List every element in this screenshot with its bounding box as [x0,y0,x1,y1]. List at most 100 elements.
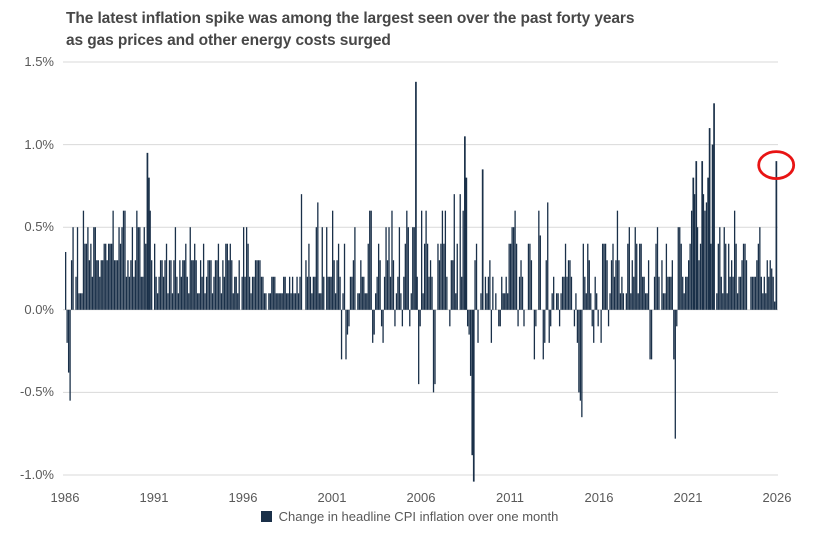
cpi-bar [607,309,610,327]
cpi-bar [286,293,288,310]
cpi-bar [369,210,371,310]
cpi-bar [751,276,754,310]
cpi-bar [372,309,374,343]
cpi-bar [131,227,134,310]
cpi-bar [728,243,730,310]
cpi-bar [398,227,401,310]
cpi-bar [759,227,761,310]
cpi-bar [425,210,427,310]
cpi-bar [317,202,319,310]
cpi-bar [312,276,315,310]
cpi-bar [486,293,488,310]
cpi-bar [345,309,347,360]
cpi-bar [72,227,74,310]
cpi-bar [763,276,765,310]
cpi-bar [87,227,89,310]
cpi-bar [726,293,728,310]
cpi-bar [655,243,657,310]
cpi-bar [234,276,236,310]
cpi-bar [140,276,142,310]
cpi-bar [162,276,165,310]
cpi-bar [321,227,323,310]
cpi-bar [180,276,182,310]
cpi-bar [357,293,359,310]
cpi-bar [91,276,93,310]
cpi-bar [692,177,695,310]
cpi-bar [159,260,162,310]
cpi-bar [423,243,426,310]
cpi-bar [512,227,515,310]
cpi-bar [679,227,681,310]
cpi-bar [466,309,469,327]
cpi-bar [170,260,172,310]
cpi-bar [401,309,404,327]
cpi-bar [455,293,457,310]
chart-title-line1: The latest inflation spike was among the… [66,10,635,27]
cpi-bar [431,276,433,310]
cpi-bar [656,227,659,310]
cpi-bar [232,293,234,310]
cpi-bar [272,276,274,310]
cpi-bar [628,227,630,310]
cpi-bar [96,260,98,310]
cpi-bar [570,276,573,310]
cpi-bar [754,276,757,310]
cpi-bar [110,243,113,310]
cpi-bar [696,227,699,310]
cpi-bar [383,276,386,310]
cpi-bar [226,243,228,310]
cpi-bar [729,276,731,310]
cpi-bar [94,227,96,310]
cpi-bar [619,293,622,310]
cpi-bar [109,243,111,310]
cpi-bar [558,309,561,327]
cpi-bar [241,276,243,310]
cpi-bar [119,243,122,310]
cpi-bar [407,227,409,310]
legend-label: Change in headline CPI inflation over on… [278,509,559,524]
cpi-bar [268,293,270,310]
cpi-bar [555,293,558,310]
cpi-bar [618,260,620,310]
cpi-bar [237,293,239,310]
cpi-bar [438,260,441,310]
cpi-bar [637,293,639,310]
cpi-bar [766,260,768,310]
cpi-bar [158,276,160,310]
cpi-bar [705,202,708,310]
cpi-bar [511,227,513,310]
cpi-bar [195,260,197,310]
cpi-bar [579,309,582,401]
cpi-bar [283,276,285,310]
cpi-bar [385,227,387,310]
cpi-bar [456,243,458,310]
cpi-bar [293,293,295,310]
cpi-bar [449,309,451,327]
cpi-bar [145,243,147,310]
cpi-bar [151,260,153,310]
cpi-bar [201,276,203,310]
cpi-bar [450,260,452,310]
cpi-bar [768,276,770,310]
cpi-bar [578,309,580,393]
cpi-bar [739,276,742,310]
cpi-bar [590,293,592,310]
cpi-bar [85,243,88,310]
cpi-bar [426,243,429,310]
cpi-bar [320,293,322,310]
cpi-bar [198,293,200,310]
cpi-bar [199,260,202,310]
cpi-bar [461,276,463,310]
cpi-bar [403,276,405,310]
cpi-bar [188,293,190,310]
cpi-bar [732,276,734,310]
cpi-bar [118,227,120,310]
cpi-bar [136,210,138,310]
y-axis-label: 0.0% [24,301,54,317]
cpi-bar [495,293,497,310]
cpi-bar [183,260,185,310]
cpi-bar [545,260,547,310]
cpi-bar [318,293,320,310]
cpi-bar [468,309,470,335]
cpi-bar [189,227,191,310]
